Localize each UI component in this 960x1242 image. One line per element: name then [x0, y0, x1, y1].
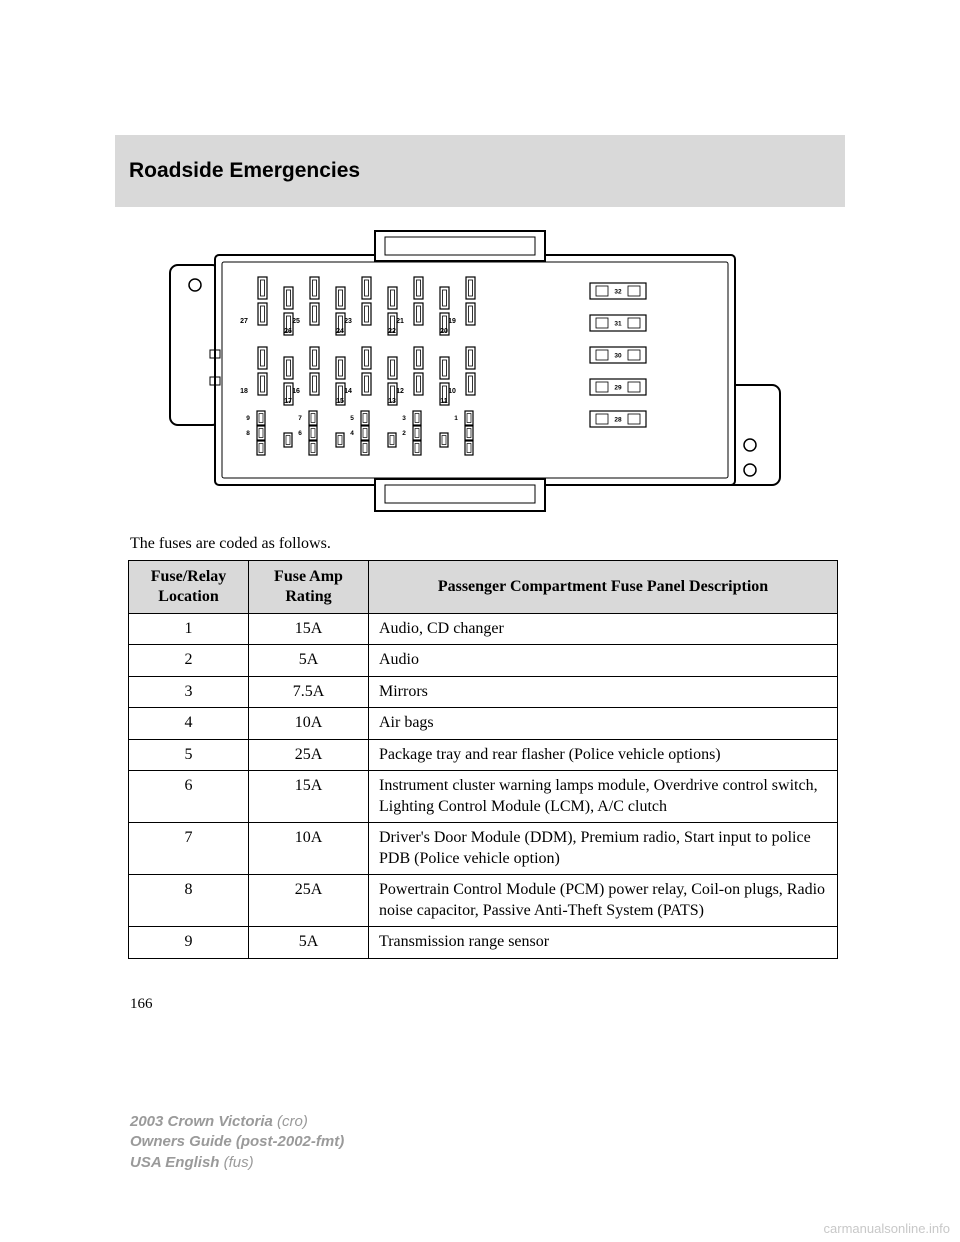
fuse-diagram-svg: 2725232119262422201816141210171513119876…	[160, 225, 800, 515]
cell-location: 9	[129, 927, 249, 958]
cell-description: Package tray and rear flasher (Police ve…	[369, 739, 838, 770]
col-amp: Fuse Amp Rating	[249, 561, 369, 614]
svg-text:28: 28	[614, 417, 622, 424]
cell-location: 4	[129, 708, 249, 739]
cell-location: 8	[129, 875, 249, 927]
svg-text:2: 2	[402, 430, 406, 437]
cell-description: Instrument cluster warning lamps module,…	[369, 771, 838, 823]
svg-text:3: 3	[402, 415, 406, 422]
cell-description: Audio	[369, 645, 838, 676]
footer-line-2: Owners Guide (post-2002-fmt)	[130, 1132, 344, 1152]
fuse-table: Fuse/Relay Location Fuse Amp Rating Pass…	[128, 560, 838, 959]
svg-text:18: 18	[240, 388, 248, 395]
footer-line-3: USA English (fus)	[130, 1153, 344, 1173]
svg-text:5: 5	[350, 415, 354, 422]
section-title: Roadside Emergencies	[129, 159, 360, 183]
svg-text:27: 27	[240, 318, 248, 325]
svg-text:9: 9	[246, 415, 250, 422]
footer: 2003 Crown Victoria (cro) Owners Guide (…	[130, 1112, 344, 1173]
table-row: 115AAudio, CD changer	[129, 614, 838, 645]
cell-description: Powertrain Control Module (PCM) power re…	[369, 875, 838, 927]
svg-text:26: 26	[284, 328, 292, 335]
svg-text:4: 4	[350, 430, 354, 437]
page-number: 166	[130, 996, 153, 1013]
cell-description: Audio, CD changer	[369, 614, 838, 645]
svg-text:6: 6	[298, 430, 302, 437]
svg-text:32: 32	[614, 289, 622, 296]
svg-text:13: 13	[388, 398, 396, 405]
table-row: 95ATransmission range sensor	[129, 927, 838, 958]
svg-text:20: 20	[440, 328, 448, 335]
svg-text:24: 24	[336, 328, 344, 335]
svg-text:1: 1	[454, 415, 458, 422]
svg-text:8: 8	[246, 430, 250, 437]
svg-text:22: 22	[388, 328, 396, 335]
cell-location: 2	[129, 645, 249, 676]
fuse-panel-diagram: 2725232119262422201816141210171513119876…	[160, 225, 800, 515]
cell-location: 1	[129, 614, 249, 645]
cell-amp: 25A	[249, 875, 369, 927]
intro-text: The fuses are coded as follows.	[130, 535, 331, 553]
table-row: 410AAir bags	[129, 708, 838, 739]
cell-amp: 7.5A	[249, 676, 369, 707]
cell-location: 5	[129, 739, 249, 770]
cell-description: Driver's Door Module (DDM), Premium radi…	[369, 823, 838, 875]
cell-description: Air bags	[369, 708, 838, 739]
svg-text:31: 31	[614, 321, 622, 328]
cell-description: Mirrors	[369, 676, 838, 707]
footer-line-1: 2003 Crown Victoria (cro)	[130, 1112, 344, 1132]
svg-text:30: 30	[614, 353, 622, 360]
table-row: 525APackage tray and rear flasher (Polic…	[129, 739, 838, 770]
col-description: Passenger Compartment Fuse Panel Descrip…	[369, 561, 838, 614]
table-row: 37.5AMirrors	[129, 676, 838, 707]
cell-location: 7	[129, 823, 249, 875]
table-row: 615AInstrument cluster warning lamps mod…	[129, 771, 838, 823]
cell-location: 6	[129, 771, 249, 823]
table-row: 25AAudio	[129, 645, 838, 676]
svg-text:29: 29	[614, 385, 622, 392]
cell-amp: 15A	[249, 614, 369, 645]
cell-amp: 25A	[249, 739, 369, 770]
table-row: 825APowertrain Control Module (PCM) powe…	[129, 875, 838, 927]
svg-text:11: 11	[440, 398, 448, 405]
cell-description: Transmission range sensor	[369, 927, 838, 958]
cell-amp: 5A	[249, 927, 369, 958]
cell-amp: 15A	[249, 771, 369, 823]
table-header-row: Fuse/Relay Location Fuse Amp Rating Pass…	[129, 561, 838, 614]
table-row: 710ADriver's Door Module (DDM), Premium …	[129, 823, 838, 875]
col-location: Fuse/Relay Location	[129, 561, 249, 614]
cell-amp: 10A	[249, 823, 369, 875]
cell-amp: 10A	[249, 708, 369, 739]
cell-amp: 5A	[249, 645, 369, 676]
watermark: carmanualsonline.info	[824, 1221, 950, 1236]
cell-location: 3	[129, 676, 249, 707]
svg-text:7: 7	[298, 415, 302, 422]
svg-text:17: 17	[284, 398, 292, 405]
section-header: Roadside Emergencies	[115, 135, 845, 207]
svg-text:15: 15	[336, 398, 344, 405]
